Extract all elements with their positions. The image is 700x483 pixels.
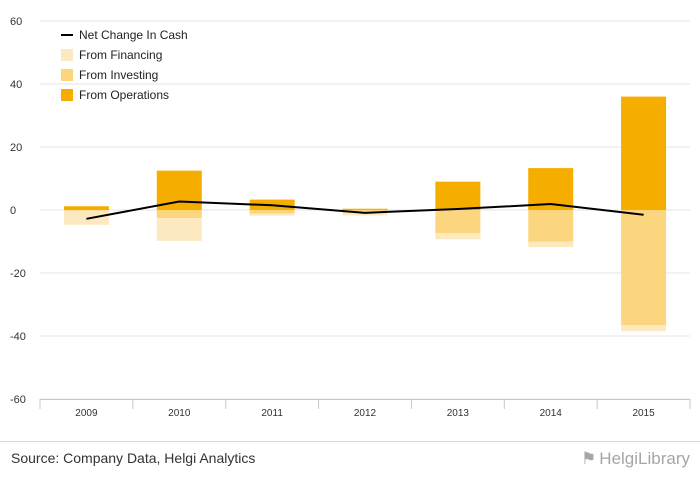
y-tick-label: 20 <box>10 142 22 154</box>
x-category-label: 2014 <box>540 408 563 419</box>
chart: 60 40 20 0 -20 -40 -60 2009 2010 2011 2012 2013 201… <box>10 16 691 419</box>
bar-from-investing-2013 <box>435 210 481 233</box>
brand-logo: ⚑ HelgiLibrary <box>581 449 690 469</box>
source-text: Source: Company Data, Helgi Analytics <box>11 450 256 466</box>
bar-from-operations-2012 <box>342 208 388 210</box>
bar-from-financing-2015 <box>621 324 667 332</box>
bar-from-investing-2010 <box>156 210 202 219</box>
legend-label: From Operations <box>79 88 169 102</box>
brand-text: HelgiLibrary <box>599 449 690 468</box>
bar-from-financing-2014 <box>528 241 574 248</box>
legend: Net Change In Cash From Financing From Inv… <box>61 28 188 102</box>
bar-from-investing-2015 <box>621 210 667 325</box>
legend-swatch-from-operations <box>61 89 73 101</box>
bar-from-operations-2013 <box>435 181 481 210</box>
bar-from-investing-2012 <box>342 210 388 213</box>
bar-from-financing-2009 <box>63 210 109 225</box>
bar-from-operations-2015 <box>621 96 667 210</box>
legend-label: From Financing <box>79 48 162 62</box>
y-tick-label: 0 <box>10 205 16 217</box>
y-tick-label: 60 <box>10 16 22 28</box>
bar-from-investing-2011 <box>249 210 295 214</box>
bar-from-financing-2013 <box>435 232 481 240</box>
y-tick-label: 40 <box>10 79 22 91</box>
y-tick-label: -20 <box>10 268 26 280</box>
net-change-line <box>86 200 644 220</box>
legend-label: From Investing <box>79 68 158 82</box>
bar-from-financing-2012 <box>342 212 388 216</box>
x-category-label: 2009 <box>75 408 98 419</box>
x-category-label: 2013 <box>447 408 470 419</box>
legend-swatch-from-financing <box>61 49 73 61</box>
y-tick-label: -40 <box>10 331 26 343</box>
bar-from-operations-2009 <box>63 206 109 210</box>
legend-swatch-from-investing <box>61 69 73 81</box>
library-icon: ⚑ <box>581 449 597 468</box>
x-axis: 2009 2010 2011 2012 2013 2014 2015 <box>39 399 691 419</box>
bars <box>63 96 667 332</box>
x-category-label: 2015 <box>632 408 655 419</box>
legend-label: Net Change In Cash <box>79 28 188 42</box>
bar-from-financing-2010 <box>156 218 202 241</box>
bar-from-investing-2009 <box>63 210 109 211</box>
bar-from-investing-2014 <box>528 210 574 242</box>
y-axis-ticks: 60 40 20 0 -20 -40 -60 <box>10 16 26 406</box>
footer-divider <box>0 441 700 442</box>
y-tick-label: -60 <box>10 394 26 406</box>
x-category-label: 2012 <box>354 408 377 419</box>
bar-from-financing-2011 <box>249 213 295 216</box>
x-category-label: 2010 <box>168 408 191 419</box>
x-category-label: 2011 <box>261 408 283 419</box>
